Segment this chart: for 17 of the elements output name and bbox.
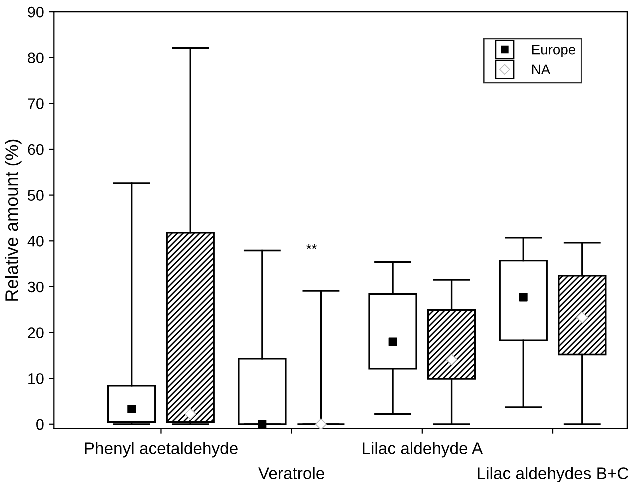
x-tick-label: Phenyl acetaldehyde (85, 442, 238, 458)
y-tick-label: 40 (28, 236, 44, 247)
y-tick-label: 30 (28, 282, 44, 293)
y-tick-label: 70 (28, 98, 44, 110)
y-tick-label: 60 (28, 144, 44, 156)
y-tick-label: 20 (28, 328, 44, 338)
y-tick-label: 50 (28, 190, 44, 201)
x-tick-label: Veratrole (258, 467, 324, 480)
annotation: ** (306, 244, 317, 250)
x-tick-label: Lilac aldehyde A (363, 442, 484, 458)
legend-label: NA (532, 64, 551, 74)
y-tick-label: 80 (28, 52, 44, 64)
y-tick-label: 10 (28, 373, 44, 384)
y-axis-title: Relative amount (%) (5, 140, 22, 301)
legend-label: Europe (532, 45, 576, 58)
y-tick-label: 90 (28, 6, 44, 18)
y-tick-label: 0 (36, 419, 44, 430)
